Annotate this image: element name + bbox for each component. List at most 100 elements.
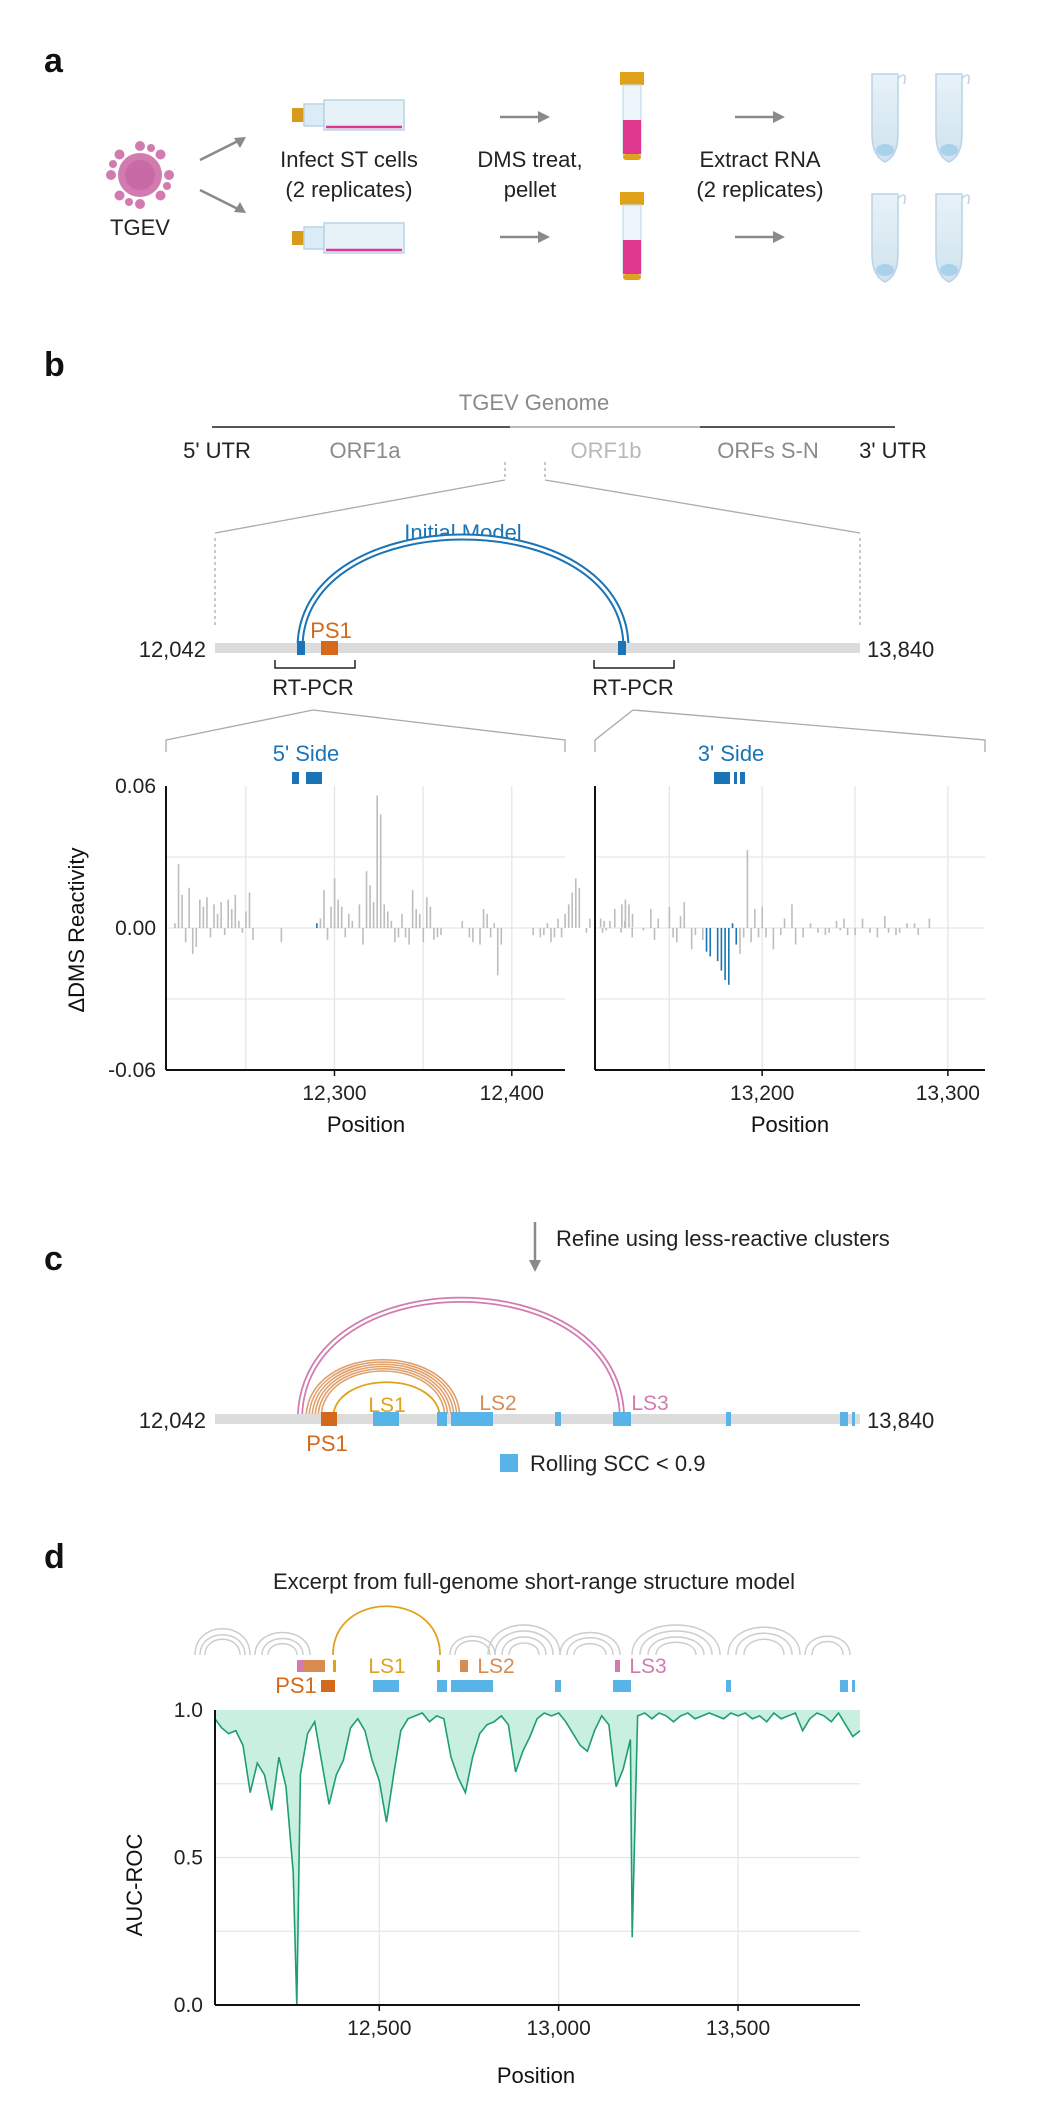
dms-bar	[376, 795, 378, 928]
flask-icon	[292, 99, 405, 131]
dms-bar	[426, 897, 428, 928]
dms-bar	[234, 894, 237, 928]
dms-bar	[906, 923, 908, 928]
dms-bar	[429, 906, 432, 928]
ls2-arc-bundle	[305, 1358, 461, 1420]
ls1-label: LS1	[368, 1394, 405, 1417]
dms-bar	[884, 916, 886, 928]
dms-bar	[411, 890, 414, 928]
dms-bar	[913, 923, 916, 928]
dms-bar	[223, 928, 226, 936]
step3-line2: (2 replicates)	[696, 177, 823, 202]
x-tick-label: 12,300	[302, 1082, 366, 1105]
utr5-label: 5' UTR	[183, 438, 251, 463]
dms-bar	[195, 928, 198, 947]
dms-bar	[728, 928, 730, 985]
dms-bar	[672, 928, 674, 938]
y-tick-label: 0.0	[174, 1994, 203, 2017]
dms-bar	[415, 909, 417, 928]
dms-bar	[252, 928, 254, 940]
dms-bar	[653, 928, 656, 940]
ps1-label-c: PS1	[306, 1431, 348, 1456]
dms-bar	[705, 928, 708, 952]
dms-bar	[248, 892, 251, 928]
x-tick-label: 13,000	[527, 2017, 591, 2040]
y-tick-label: -0.06	[108, 1059, 156, 1082]
dms-bar	[578, 887, 581, 928]
dms-bar	[245, 911, 247, 928]
dms-bar	[500, 928, 503, 945]
dms-bar	[605, 928, 608, 931]
dms-bar	[702, 928, 704, 940]
ls2-label-d: LS2	[477, 1655, 514, 1678]
dms-bar	[895, 928, 897, 936]
rtpcr-left-label: RT-PCR	[272, 675, 354, 700]
dms-bar	[486, 913, 488, 928]
dms-x-axis-title-right: Position	[751, 1112, 829, 1137]
tube-cap-icon	[897, 74, 970, 205]
ls1-arc-d	[332, 1605, 441, 1656]
scc-regions-d	[373, 1680, 855, 1692]
rna-tube-icon	[871, 73, 963, 283]
dms-bar	[351, 920, 354, 928]
dms-bar	[676, 928, 678, 943]
dms-bar	[553, 928, 556, 938]
arrow-icon	[500, 111, 550, 243]
dms-bar	[174, 923, 176, 928]
dms-bar	[843, 918, 845, 928]
dms-bar	[337, 899, 339, 928]
dms-bar	[601, 928, 604, 933]
dms-bar	[177, 864, 180, 928]
step1-line2: (2 replicates)	[285, 177, 412, 202]
dms-bar	[757, 928, 760, 938]
dms-bar	[560, 928, 563, 938]
dms-bar	[358, 904, 361, 928]
refine-arrow-icon	[529, 1222, 541, 1272]
dms-bar	[567, 904, 570, 928]
virus-label: TGEV	[110, 215, 170, 240]
dms-bar	[599, 918, 602, 928]
dms-bar	[809, 923, 812, 928]
utr3-label: 3' UTR	[859, 438, 927, 463]
auc-line	[214, 1711, 861, 2006]
ps1-label: PS1	[310, 618, 352, 643]
dms-bar	[783, 918, 786, 928]
dms-x-axis-title-left: Position	[327, 1112, 405, 1137]
track-markers-d	[297, 1660, 620, 1672]
dms-bar	[440, 928, 442, 936]
dms-bar	[628, 904, 630, 928]
dms-bar	[839, 928, 842, 931]
dms-bar	[227, 899, 230, 928]
pellet-tube-icon	[620, 192, 644, 280]
x-tick-label: 13,500	[706, 2017, 770, 2040]
rtpcr-right-label: RT-PCR	[592, 675, 674, 700]
arrow-icon	[735, 111, 785, 243]
dms-bar	[694, 928, 697, 936]
dms-bar	[624, 899, 627, 928]
dms-bar	[199, 899, 201, 928]
genome-title: TGEV Genome	[459, 390, 609, 415]
dms-bar	[280, 928, 283, 943]
dms-bar	[209, 928, 212, 938]
dms-bar	[369, 885, 371, 928]
panel-letter-d: d	[44, 1538, 65, 1576]
dms-bar	[876, 928, 879, 938]
dms-bar	[472, 928, 474, 943]
dms-bar	[642, 928, 645, 931]
dms-bar	[794, 928, 797, 945]
dms-bar	[621, 904, 623, 928]
subplot-zoom-guides	[165, 709, 986, 752]
dms-bar	[754, 909, 756, 928]
dms-bar	[433, 928, 435, 940]
helix-5prime-block	[297, 641, 305, 655]
dms-bar	[401, 913, 403, 928]
y-tick-label: 0.00	[115, 917, 156, 940]
dms-bar	[624, 920, 626, 928]
dms-bar	[817, 928, 819, 933]
virus-icon	[106, 141, 174, 209]
dms-bar	[365, 871, 368, 928]
helix-3prime-block	[618, 641, 626, 655]
dms-bar	[316, 923, 318, 928]
dms-bar	[716, 928, 719, 962]
